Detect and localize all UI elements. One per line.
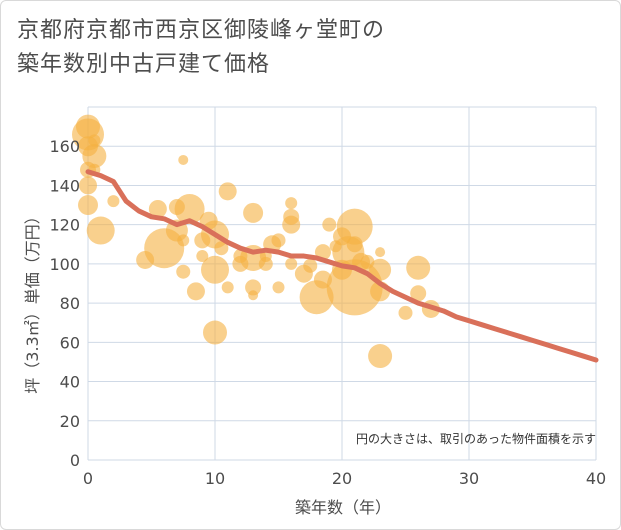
data-bubble [272, 281, 285, 294]
y-tick-label: 60 [60, 333, 80, 352]
data-bubble [346, 236, 363, 253]
x-tick-label: 0 [83, 469, 93, 488]
data-bubble [218, 182, 237, 201]
trend-line [85, 169, 599, 363]
data-bubble [285, 257, 298, 270]
trend-line-group [85, 169, 599, 363]
data-bubble [375, 247, 386, 258]
data-bubble [148, 199, 167, 218]
y-tick-label: 120 [49, 216, 80, 235]
x-tick-label: 10 [205, 469, 225, 488]
data-bubble [303, 258, 318, 273]
data-bubble [177, 234, 190, 247]
x-tick-label: 40 [586, 469, 606, 488]
y-tick-label: 0 [70, 451, 80, 470]
data-bubble [285, 197, 298, 210]
data-bubble [186, 282, 205, 301]
data-bubble [196, 250, 209, 263]
data-bubble [369, 258, 392, 281]
x-tick-label: 20 [332, 469, 352, 488]
data-bubble [203, 320, 227, 345]
data-bubble [299, 280, 334, 315]
data-bubble [107, 195, 120, 208]
data-bubble [368, 344, 393, 369]
data-bubble [398, 305, 413, 320]
data-bubble [214, 241, 229, 256]
y-tick-label: 140 [49, 176, 80, 195]
data-bubble [322, 217, 337, 232]
data-bubble [178, 154, 189, 165]
data-bubble [245, 279, 262, 296]
data-bubble [410, 285, 427, 302]
chart-title: 京都府京都市西京区御陵峰ヶ堂町の 築年数別中古戸建て価格 [17, 14, 385, 82]
data-bubble [201, 255, 229, 284]
data-bubble [86, 216, 115, 245]
x-tick-label: 30 [459, 469, 479, 488]
data-bubble [174, 193, 205, 224]
y-tick-label: 160 [49, 137, 80, 156]
data-bubble [282, 215, 301, 234]
data-bubble [248, 290, 259, 301]
data-bubble [78, 195, 98, 216]
data-bubble [271, 233, 286, 248]
x-axis-label: 築年数（年） [295, 498, 391, 517]
chart-title-line-1: 京都府京都市西京区御陵峰ヶ堂町の [17, 18, 386, 43]
data-bubble [336, 208, 373, 245]
data-bubble [88, 134, 101, 147]
y-tick-label: 80 [60, 294, 80, 313]
data-bubble [406, 255, 431, 280]
bubble-size-note: 円の大きさは、取引のあった物件面積を示す [356, 431, 596, 446]
data-bubble [79, 176, 97, 195]
data-bubble [221, 281, 234, 294]
data-bubble [176, 264, 191, 279]
bubbles [72, 114, 440, 369]
y-axis-label: 坪（3.3㎡）単価（万円） [23, 208, 42, 393]
chart-title-line-2: 築年数別中古戸建て価格 [17, 52, 271, 77]
data-bubble [243, 202, 264, 223]
y-tick-label: 20 [60, 412, 80, 431]
y-tick-label: 100 [49, 255, 80, 274]
tick-labels: 0 20 40 60 80 100 120 140 160 0 10 20 30 40 [49, 137, 606, 488]
y-tick-label: 40 [60, 373, 80, 392]
